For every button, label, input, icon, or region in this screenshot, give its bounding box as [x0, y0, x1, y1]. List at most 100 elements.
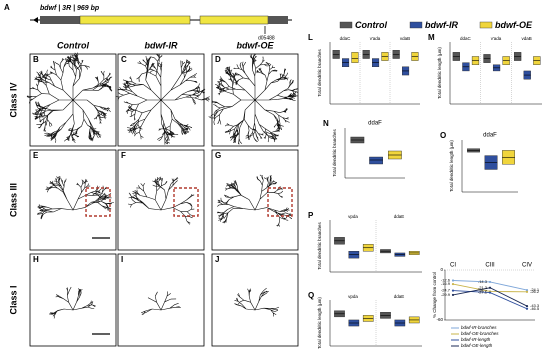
group-label: vpda: [348, 294, 358, 299]
panel-label: N: [323, 119, 329, 128]
legend-label: bdwf-OE-length: [461, 343, 493, 348]
point: [525, 290, 529, 293]
data-label: -43.3: [530, 303, 540, 308]
data-label: -46.5: [530, 306, 540, 311]
box: [351, 52, 359, 63]
y-tick-label: 0: [440, 267, 443, 272]
point: [451, 293, 455, 297]
data-label: -24.7: [441, 288, 451, 293]
data-label: -21.3: [478, 285, 488, 290]
arrow: [33, 17, 38, 23]
panel-label: E: [33, 151, 39, 160]
data-label: -29.9: [441, 292, 451, 297]
panel-label: F: [121, 151, 126, 160]
y-axis-label: Total dendritic branches: [332, 128, 337, 176]
panel-label: C: [121, 55, 127, 64]
row-label: Class I: [8, 285, 18, 314]
panel-label: M: [428, 33, 435, 42]
x-tick-label: CIV: [522, 263, 532, 269]
y-axis-label: Total dendritic length (μm): [317, 297, 322, 349]
panel-label: B: [33, 55, 39, 64]
panel-label: H: [33, 255, 39, 264]
insertion-label: d05488: [258, 35, 275, 41]
column-header: bdwf-IR: [145, 40, 178, 50]
group-label: vdaB: [522, 36, 532, 41]
gene-label: bdwf | 3R | 969 bp: [40, 5, 100, 12]
panel-label: A: [4, 3, 10, 12]
legend-label: bdwf-IR-length: [461, 337, 491, 342]
dendrites: [115, 53, 210, 145]
point: [488, 291, 492, 294]
data-label: -24.1: [530, 287, 540, 292]
dendrites: [48, 286, 96, 319]
legend-label: bdwf-IR: [425, 20, 458, 30]
exon: [79, 15, 191, 25]
column-header: bdwf-OE: [237, 40, 275, 50]
y-axis-label: Total dendritic branches: [317, 48, 322, 96]
x-tick-label: CIII: [485, 263, 495, 269]
group-label: v'ada: [491, 36, 502, 41]
group-label: vdaB: [400, 36, 410, 41]
legend-label: Control: [355, 20, 387, 30]
data-label: -16.9: [441, 281, 451, 286]
data-label: -25.7: [478, 288, 488, 293]
point: [488, 280, 492, 284]
neuron-image: [117, 149, 205, 251]
panel-label: Q: [308, 291, 314, 300]
group-label: ddaC: [340, 36, 352, 41]
panel-label: O: [440, 131, 446, 140]
chart-title: ddaF: [483, 133, 497, 139]
y-tick-label: -60: [436, 317, 443, 322]
legend-swatch: [479, 21, 493, 29]
row-label: Class IV: [8, 82, 18, 117]
data-label: -12.6: [441, 278, 451, 283]
legend-swatch: [339, 21, 353, 29]
group-label: ddaE: [394, 294, 405, 299]
neuron-image: [117, 253, 205, 347]
panel-label: D: [215, 55, 221, 64]
zoom-box: [267, 187, 293, 217]
legend-label: bdwf-OE: [495, 20, 533, 30]
dendrites: [217, 174, 293, 227]
data-label: -26.2: [530, 289, 540, 294]
row-label: Class III: [8, 183, 18, 217]
utr: [268, 16, 288, 24]
y-axis-label: Total dendritic length (μm): [437, 47, 442, 99]
legend-swatch: [409, 21, 423, 29]
dendrites: [37, 175, 115, 220]
zoom-box: [85, 187, 111, 217]
point: [451, 282, 455, 286]
point: [525, 288, 529, 292]
point: [451, 279, 455, 282]
panel-label: P: [308, 211, 314, 220]
panel-label: I: [121, 255, 123, 264]
data-label: -14.3: [478, 279, 488, 284]
data-label: -27.1: [478, 290, 488, 295]
point: [488, 286, 492, 289]
utr: [40, 16, 80, 24]
x-tick-label: CI: [450, 263, 456, 269]
neuron-image: [29, 149, 117, 251]
box: [369, 156, 383, 165]
dendrites: [127, 176, 195, 225]
group-label: ddaE: [394, 214, 405, 219]
zoom-box: [173, 187, 199, 217]
group-label: ddaC: [460, 36, 472, 41]
group-label: vpda: [348, 214, 358, 219]
point: [525, 307, 529, 310]
point: [525, 304, 529, 308]
neuron-image: [211, 253, 299, 347]
dendrites: [141, 291, 181, 316]
legend-label: bdwf-OE-branches: [461, 331, 499, 336]
dendrites: [208, 53, 299, 145]
y-axis-label: % Change from control: [432, 272, 437, 318]
dendrites: [26, 52, 113, 143]
y-axis-label: Total dendritic length (μm): [449, 140, 454, 192]
point: [451, 289, 455, 292]
y-axis-label: Total dendritic branches: [317, 221, 322, 269]
panel-label: G: [215, 151, 221, 160]
group-label: v'ada: [370, 36, 381, 41]
neuron-image: [211, 149, 299, 251]
neuron-image: [29, 253, 117, 347]
